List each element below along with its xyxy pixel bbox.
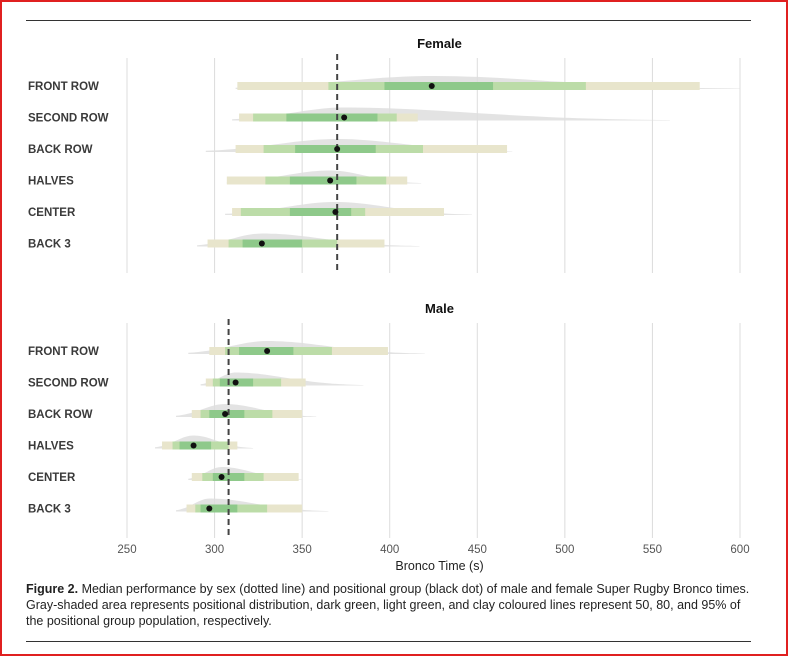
dot-layer [190,83,435,512]
median-dot-female-back-row [334,146,341,152]
category-label-male-back-3: BACK 3 [28,504,71,516]
panel-title-female: Female [417,36,462,51]
category-label-female-halves: HALVES [28,176,74,188]
median-dot-female-back-3 [258,240,265,247]
median-dot-male-front-row [264,348,271,354]
median-dot-male-second-row [232,379,239,386]
category-label-female-center: CENTER [28,207,76,219]
caption-label: Figure 2. [26,582,79,596]
x-tick-label-250: 250 [117,544,136,556]
category-label-male-front-row: FRONT ROW [28,346,99,358]
category-label-male-halves: HALVES [28,441,74,453]
median-dot-male-halves [190,442,197,449]
median-dot-female-center [332,209,339,215]
x-tick-label-400: 400 [380,544,399,556]
panel-title-male: Male [425,301,454,316]
x-tick-label-500: 500 [555,544,574,556]
x-tick-label-600: 600 [730,544,749,556]
x-tick-label-450: 450 [468,544,487,556]
category-label-female-back-3: BACK 3 [28,239,71,251]
interval-50-female-back-3 [242,239,303,248]
median-dot-female-front-row [428,83,435,89]
x-tick-label-350: 350 [293,544,312,556]
band-layer [162,82,700,513]
interval-50-female-halves [289,176,357,185]
median-dot-female-halves [327,177,334,184]
median-dot-male-back-row [222,411,229,417]
category-label-male-second-row: SECOND ROW [28,378,109,390]
median-layer [227,54,339,538]
top-rule [26,20,751,21]
interval-50-male-back-3 [200,504,238,513]
text-layer: Female FRONT ROW SECOND ROW BACK ROW HALVES C… [28,36,750,573]
interval-50-female-second-row [286,113,378,122]
category-label-male-back-row: BACK ROW [28,409,93,421]
bottom-rule [26,641,751,642]
median-dot-male-center [218,474,225,480]
interval-50-male-center [212,473,245,481]
median-dot-male-back-3 [206,505,213,512]
interval-50-female-front-row [384,82,494,90]
category-label-female-front-row: FRONT ROW [28,81,99,93]
median-dot-female-second-row [341,114,348,121]
category-label-female-back-row: BACK ROW [28,144,93,156]
interval-50-female-center [289,208,352,216]
x-tick-label-300: 300 [205,544,224,556]
category-label-female-second-row: SECOND ROW [28,113,109,125]
x-tick-label-550: 550 [643,544,662,556]
category-label-male-center: CENTER [28,472,76,484]
x-axis-label: Bronco Time (s) [395,559,483,573]
grid-layer [126,58,741,538]
caption-text: Median performance by sex (dotted line) … [26,582,750,628]
figure-caption: Figure 2. Median performance by sex (dot… [26,581,752,629]
